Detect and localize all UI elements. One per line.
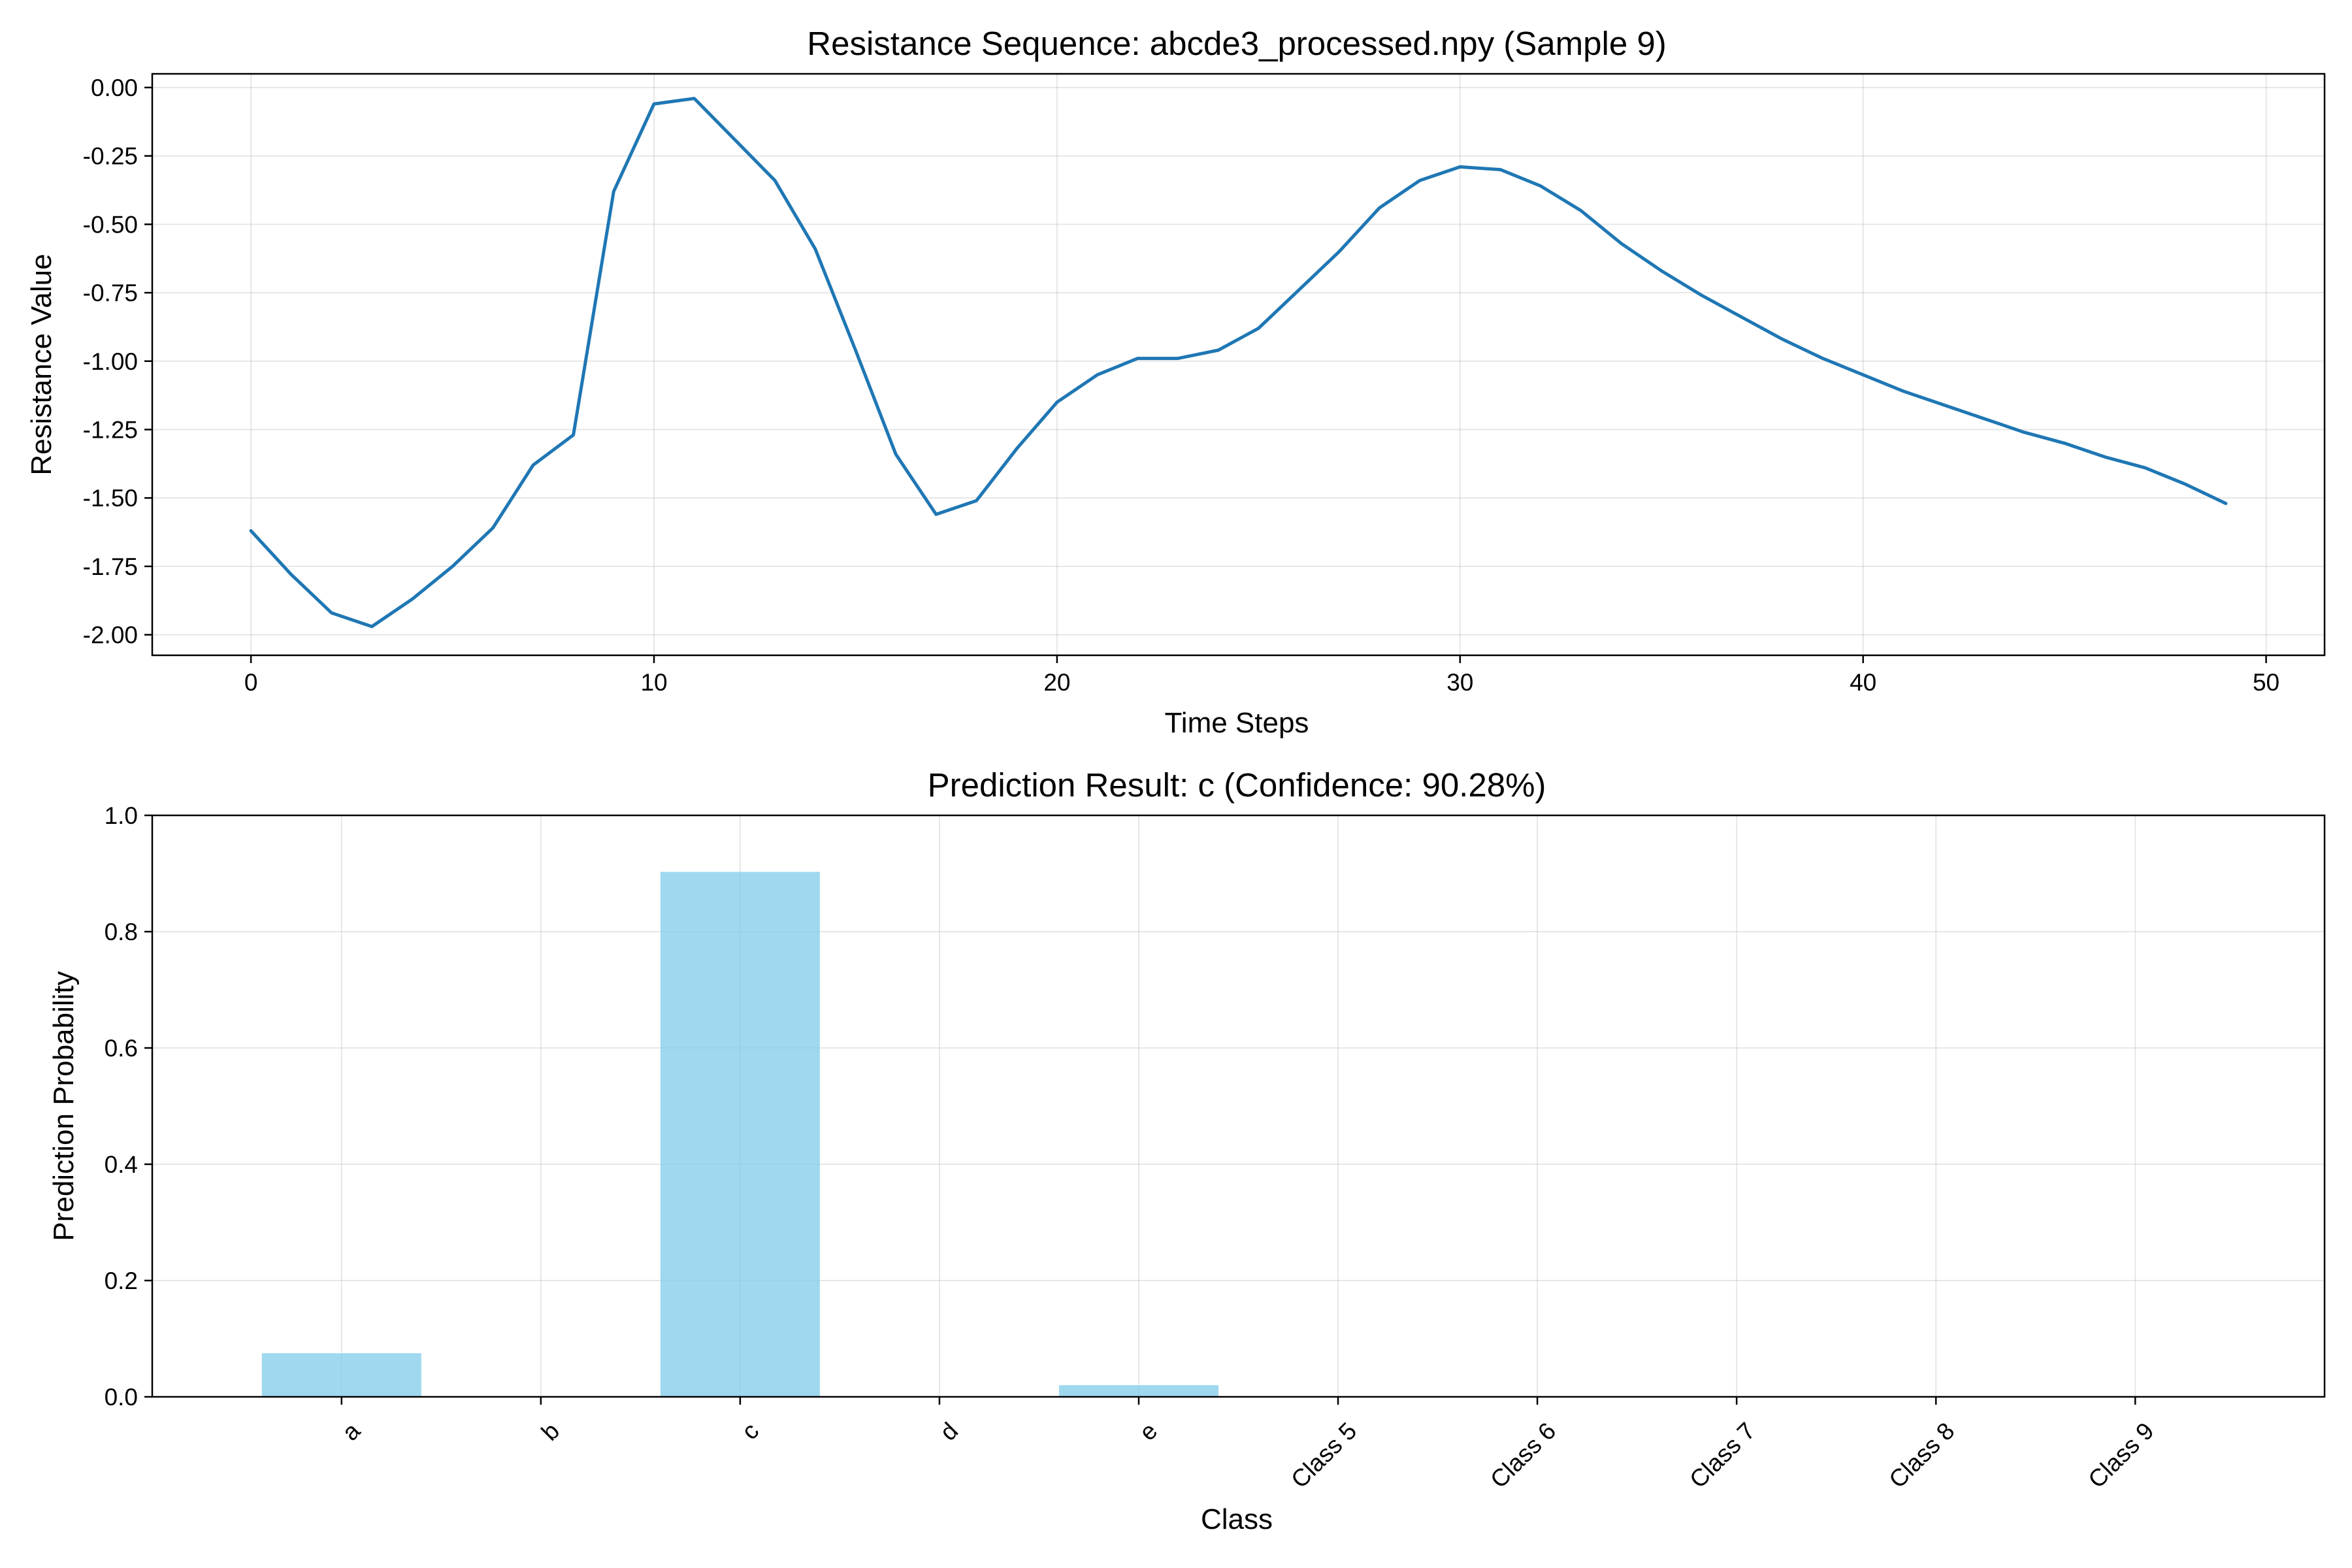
line-chart-x-tick-label: 20: [1043, 669, 1070, 696]
resistance-line-chart: Resistance Sequence: abcde3_processed.np…: [25, 25, 2326, 739]
line-chart-grid: [152, 74, 2325, 655]
bar-chart-y-tick-label: 0.6: [105, 1035, 138, 1062]
line-chart-plot: [249, 97, 2228, 629]
line-chart-y-tick-label: -2.00: [83, 622, 138, 649]
line-chart-x-tick-label: 0: [244, 669, 258, 696]
bar-chart-y-axis-label: Prediction Probability: [48, 971, 80, 1241]
bar-chart-y-ticks: 0.0 0.2 0.4 0.6 0.8 1.0: [105, 802, 152, 1411]
line-chart-y-tick-label: -1.75: [83, 553, 138, 580]
line-chart-x-tick-label: 10: [640, 669, 667, 696]
line-chart-x-tick-label: 40: [1850, 669, 1876, 696]
bar-a: [261, 1353, 421, 1397]
line-chart-y-tick-label: 0.00: [91, 74, 138, 101]
resistance-series-line: [249, 97, 2228, 629]
bar-chart-y-tick-label: 0.2: [105, 1267, 138, 1294]
line-chart-x-axis-label: Time Steps: [1165, 707, 1309, 739]
line-chart-y-tick-label: -0.75: [83, 280, 138, 306]
line-chart-y-tick-label: -0.50: [83, 211, 138, 238]
bar-chart-frame: [151, 814, 2326, 1398]
line-chart-x-ticks: 0 10 20 30 40 50: [244, 655, 2279, 696]
line-chart-y-tick-label: -1.00: [83, 348, 138, 375]
bar-chart-x-axis-label: Class: [1201, 1503, 1273, 1535]
line-chart-y-axis-label: Resistance Value: [25, 253, 57, 475]
line-chart-y-tick-label: -0.25: [83, 143, 138, 170]
bar-chart-y-tick-label: 0.0: [105, 1384, 138, 1411]
bar-chart-y-tick-label: 0.4: [105, 1151, 138, 1178]
bar-chart-y-tick-label: 0.8: [105, 919, 138, 945]
line-chart-y-ticks: 0.00 -0.25 -0.50 -0.75 -1.00 -1.25 -1.50 -1.75 -…: [83, 74, 152, 649]
bar-e: [1058, 1385, 1218, 1397]
bar-chart-plot: [261, 872, 1218, 1397]
line-chart-frame: [151, 73, 2326, 657]
line-chart-x-tick-label: 50: [2253, 669, 2279, 696]
line-chart-title: Resistance Sequence: abcde3_processed.np…: [807, 25, 1666, 62]
line-chart-x-tick-label: 30: [1446, 669, 1473, 696]
bar-chart-y-tick-label: 1.0: [105, 802, 138, 829]
line-chart-y-tick-label: -1.50: [83, 485, 138, 512]
line-chart-y-tick-label: -1.25: [83, 416, 138, 443]
bar-c: [660, 872, 820, 1397]
bar-chart-title: Prediction Result: c (Confidence: 90.28%…: [928, 766, 1546, 804]
